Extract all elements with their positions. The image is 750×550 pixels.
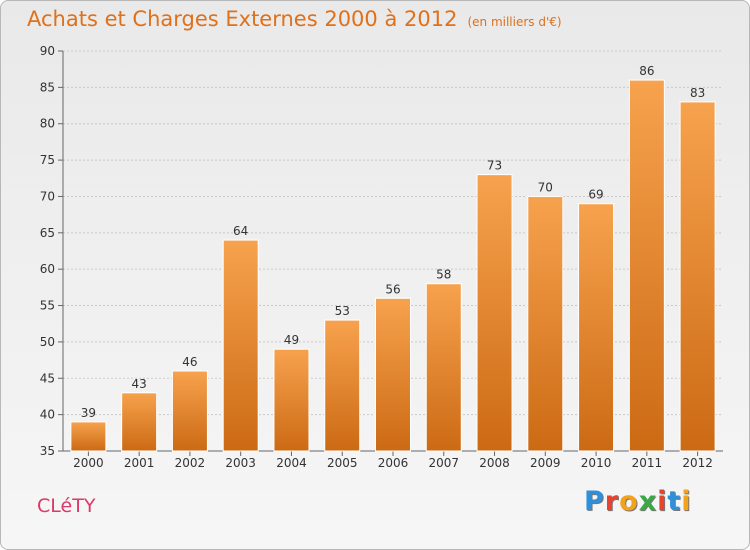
data-label: 86 xyxy=(639,64,654,78)
bar xyxy=(121,392,158,452)
y-tick-label: 85 xyxy=(40,80,55,94)
commune-name: CLéTY xyxy=(37,495,96,517)
y-tick-label: 40 xyxy=(40,408,55,422)
x-tick-label: 2011 xyxy=(632,456,663,470)
y-tick-label: 55 xyxy=(40,299,55,313)
chart-title-text: Achats et Charges Externes 2000 à 2012 xyxy=(27,7,458,31)
x-tick-label: 2007 xyxy=(428,456,459,470)
y-tick-label: 60 xyxy=(40,262,55,276)
chart-title: Achats et Charges Externes 2000 à 2012 (e… xyxy=(27,7,562,31)
bar xyxy=(476,174,513,452)
bar xyxy=(375,297,411,452)
bars xyxy=(70,79,716,452)
bar xyxy=(679,101,716,452)
data-label: 58 xyxy=(436,268,451,282)
data-label: 49 xyxy=(284,333,299,347)
x-tick-label: 2003 xyxy=(225,456,256,470)
data-label: 73 xyxy=(487,159,502,173)
x-tick-label: 2005 xyxy=(327,456,358,470)
y-tick-label: 35 xyxy=(40,444,55,458)
bar xyxy=(628,79,665,452)
x-tick-label: 2001 xyxy=(124,456,155,470)
y-tick-label: 90 xyxy=(40,44,55,58)
y-tick-label: 45 xyxy=(40,371,55,385)
chart-subtitle: (en milliers d'€) xyxy=(467,15,562,29)
axes: 35 40 45 50 55 60 65 70 75 80 85 90 xyxy=(40,44,723,458)
data-label: 53 xyxy=(335,304,350,318)
data-label: 70 xyxy=(538,180,553,194)
bar xyxy=(425,283,462,452)
data-label: 39 xyxy=(81,406,96,420)
y-tick-label: 70 xyxy=(40,189,55,203)
x-tick-label: 2010 xyxy=(581,456,612,470)
x-tick-label: 2002 xyxy=(175,456,206,470)
x-tick-label: 2012 xyxy=(682,456,713,470)
x-tick-label: 2009 xyxy=(530,456,561,470)
bar xyxy=(324,319,361,452)
y-tick-label: 75 xyxy=(40,153,55,167)
y-tick-label: 50 xyxy=(40,335,55,349)
data-label: 69 xyxy=(588,188,603,202)
data-label: 83 xyxy=(690,86,705,100)
bar xyxy=(70,421,107,452)
x-tick-label: 2006 xyxy=(378,456,409,470)
labels: 39 2000 43 2001 46 2002 64 2003 49 2004 53 2005 56 20… xyxy=(73,64,713,470)
data-label: 43 xyxy=(132,377,147,391)
proxiti-logo: Proxiti xyxy=(584,486,692,517)
y-tick-label: 80 xyxy=(40,117,55,131)
bar xyxy=(273,348,310,452)
data-label: 64 xyxy=(233,224,248,238)
x-tick-label: 2008 xyxy=(479,456,510,470)
x-tick-label: 2004 xyxy=(276,456,307,470)
x-tick-label: 2000 xyxy=(73,456,104,470)
bar xyxy=(578,203,615,452)
data-label: 56 xyxy=(385,282,400,296)
bar xyxy=(527,195,564,452)
y-tick-label: 65 xyxy=(40,226,55,240)
data-label: 46 xyxy=(182,355,197,369)
bar xyxy=(222,239,259,452)
bar xyxy=(171,370,208,452)
